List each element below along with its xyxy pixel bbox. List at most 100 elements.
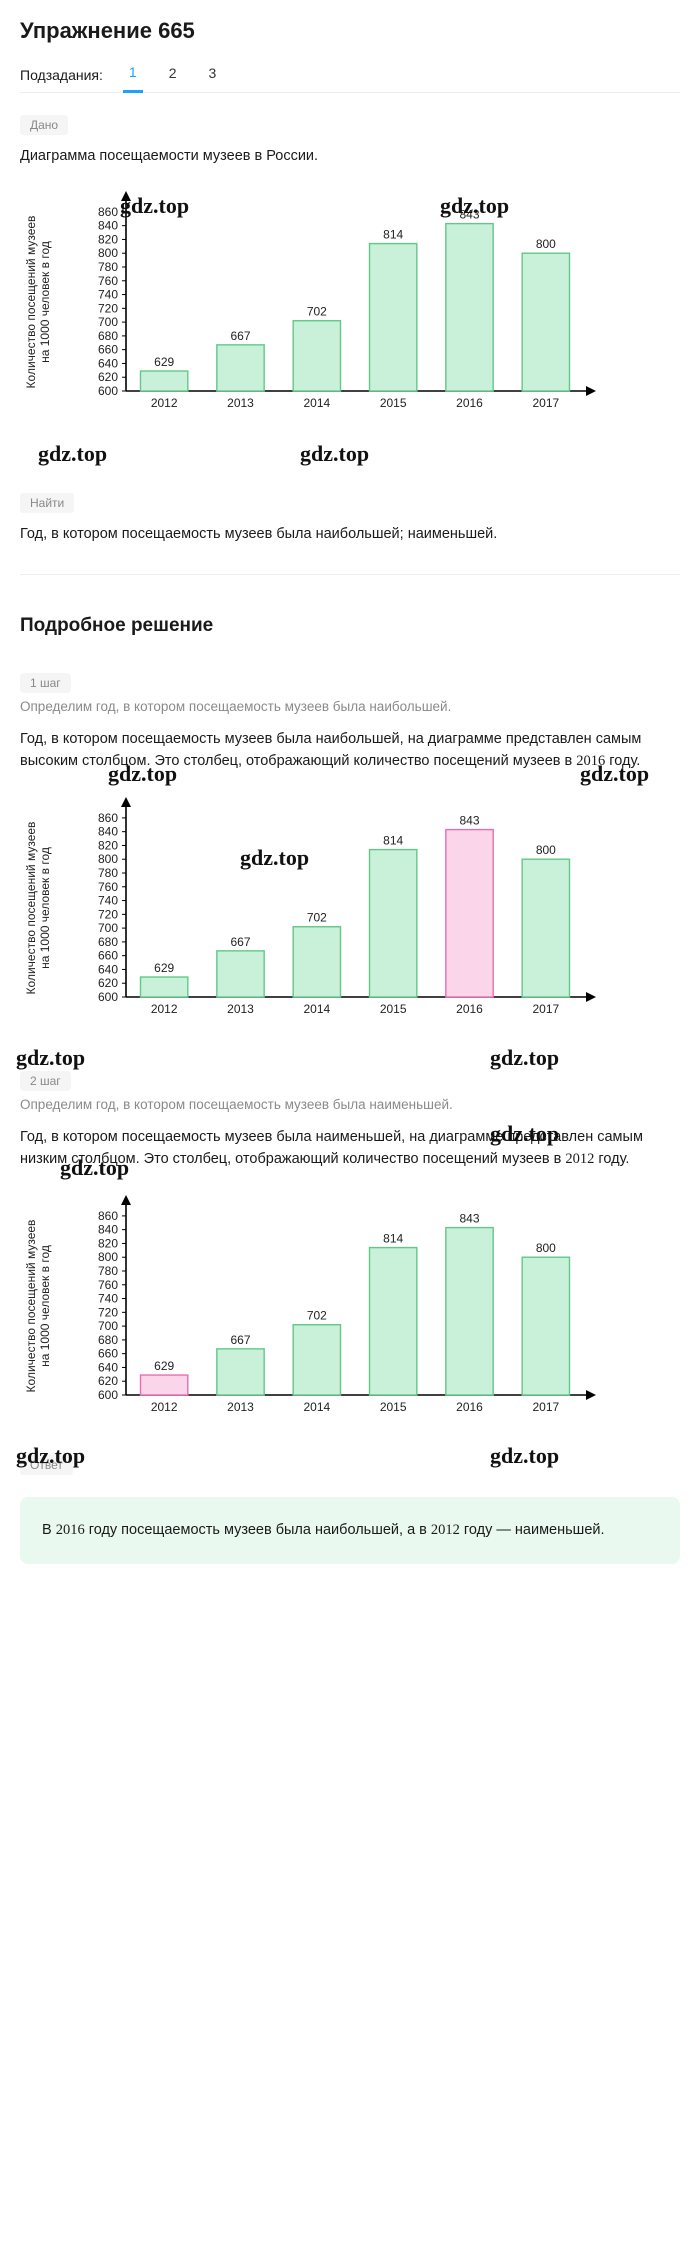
step-2-text: Год, в котором посещаемость музеев была … bbox=[20, 1126, 680, 1171]
svg-text:629: 629 bbox=[154, 355, 174, 369]
svg-text:840: 840 bbox=[98, 219, 118, 233]
svg-text:814: 814 bbox=[383, 833, 403, 847]
tab-3[interactable]: 3 bbox=[203, 59, 223, 91]
svg-text:843: 843 bbox=[459, 813, 479, 827]
svg-text:2015: 2015 bbox=[380, 1400, 407, 1414]
svg-text:800: 800 bbox=[536, 238, 556, 252]
answer-box: В 2016 году посещаемость музеев была наи… bbox=[20, 1497, 680, 1564]
watermark-row: gdz.topgdz.top bbox=[20, 441, 680, 475]
svg-text:2017: 2017 bbox=[532, 1400, 559, 1414]
bar-2016 bbox=[446, 1227, 493, 1394]
svg-text:702: 702 bbox=[307, 1309, 327, 1323]
svg-text:667: 667 bbox=[230, 329, 250, 343]
bar-2012 bbox=[141, 371, 188, 391]
find-badge: Найти bbox=[20, 493, 74, 513]
svg-text:800: 800 bbox=[536, 1241, 556, 1255]
svg-text:740: 740 bbox=[98, 893, 118, 907]
svg-text:780: 780 bbox=[98, 260, 118, 274]
given-badge: Дано bbox=[20, 115, 68, 135]
svg-text:640: 640 bbox=[98, 962, 118, 976]
svg-text:800: 800 bbox=[98, 1250, 118, 1264]
bar-2014 bbox=[293, 321, 340, 391]
svg-text:814: 814 bbox=[383, 1231, 403, 1245]
svg-text:2013: 2013 bbox=[227, 1002, 254, 1016]
svg-text:2016: 2016 bbox=[456, 396, 483, 410]
svg-text:620: 620 bbox=[98, 976, 118, 990]
bar-2014 bbox=[293, 1325, 340, 1395]
bar-2013 bbox=[217, 951, 264, 997]
svg-text:800: 800 bbox=[98, 247, 118, 261]
step-1-badge: 1 шаг bbox=[20, 673, 71, 693]
svg-text:820: 820 bbox=[98, 1236, 118, 1250]
bar-chart-svg: 6006206406606807007207407607808008208408… bbox=[78, 1191, 598, 1421]
svg-text:780: 780 bbox=[98, 866, 118, 880]
svg-text:600: 600 bbox=[98, 1388, 118, 1402]
svg-text:740: 740 bbox=[98, 288, 118, 302]
svg-text:800: 800 bbox=[536, 843, 556, 857]
svg-text:840: 840 bbox=[98, 1222, 118, 1236]
step-2-sub: Определим год, в котором посещаемость му… bbox=[20, 1097, 680, 1112]
svg-text:840: 840 bbox=[98, 825, 118, 839]
solution-title: Подробное решение bbox=[20, 615, 680, 637]
svg-text:600: 600 bbox=[98, 990, 118, 1004]
step-1-text: Год, в котором посещаемость музеев была … bbox=[20, 728, 680, 773]
svg-text:700: 700 bbox=[98, 1319, 118, 1333]
step-1-sub: Определим год, в котором посещаемость му… bbox=[20, 699, 680, 714]
svg-text:620: 620 bbox=[98, 1374, 118, 1388]
svg-text:640: 640 bbox=[98, 1360, 118, 1374]
svg-text:2016: 2016 bbox=[456, 1400, 483, 1414]
svg-text:820: 820 bbox=[98, 838, 118, 852]
svg-text:660: 660 bbox=[98, 1346, 118, 1360]
svg-text:2017: 2017 bbox=[532, 1002, 559, 1016]
svg-text:2014: 2014 bbox=[303, 1002, 330, 1016]
svg-text:2012: 2012 bbox=[151, 396, 178, 410]
svg-text:680: 680 bbox=[98, 1333, 118, 1347]
svg-text:620: 620 bbox=[98, 371, 118, 385]
page-title: Упражнение 665 bbox=[20, 18, 680, 44]
svg-text:760: 760 bbox=[98, 274, 118, 288]
svg-text:600: 600 bbox=[98, 384, 118, 398]
subtasks-label: Подзадания: bbox=[20, 67, 103, 83]
svg-text:680: 680 bbox=[98, 329, 118, 343]
bar-2017 bbox=[522, 254, 569, 392]
svg-text:814: 814 bbox=[383, 228, 403, 242]
tab-2[interactable]: 2 bbox=[163, 59, 183, 91]
bar-2017 bbox=[522, 1257, 569, 1395]
bar-2013 bbox=[217, 345, 264, 391]
tab-1[interactable]: 1 bbox=[123, 58, 143, 93]
svg-text:2017: 2017 bbox=[532, 396, 559, 410]
svg-text:700: 700 bbox=[98, 921, 118, 935]
svg-text:2012: 2012 bbox=[151, 1002, 178, 1016]
chart-1: Количество посещений музеев на 1000 чело… bbox=[20, 187, 680, 417]
svg-text:660: 660 bbox=[98, 343, 118, 357]
bar-2016 bbox=[446, 224, 493, 391]
svg-text:2013: 2013 bbox=[227, 396, 254, 410]
svg-text:2014: 2014 bbox=[303, 1400, 330, 1414]
svg-text:760: 760 bbox=[98, 1278, 118, 1292]
svg-text:843: 843 bbox=[459, 208, 479, 222]
svg-text:860: 860 bbox=[98, 811, 118, 825]
subtasks-bar: Подзадания: 1 2 3 bbox=[20, 58, 680, 93]
svg-text:2012: 2012 bbox=[151, 1400, 178, 1414]
bar-2012 bbox=[141, 1375, 188, 1395]
svg-text:720: 720 bbox=[98, 907, 118, 921]
svg-text:720: 720 bbox=[98, 302, 118, 316]
svg-text:660: 660 bbox=[98, 949, 118, 963]
svg-text:720: 720 bbox=[98, 1305, 118, 1319]
svg-text:702: 702 bbox=[307, 305, 327, 319]
svg-text:760: 760 bbox=[98, 880, 118, 894]
given-text: Диаграмма посещаемости музеев в России. bbox=[20, 145, 680, 167]
svg-text:680: 680 bbox=[98, 935, 118, 949]
svg-text:2013: 2013 bbox=[227, 1400, 254, 1414]
svg-text:2016: 2016 bbox=[456, 1002, 483, 1016]
bar-2014 bbox=[293, 927, 340, 997]
bar-2015 bbox=[370, 849, 417, 996]
chart-3: Количество посещений музеев на 1000 чело… bbox=[20, 1191, 680, 1421]
divider bbox=[20, 574, 680, 575]
svg-text:2015: 2015 bbox=[380, 396, 407, 410]
find-text: Год, в котором посещаемость музеев была … bbox=[20, 523, 680, 545]
svg-text:740: 740 bbox=[98, 1291, 118, 1305]
svg-text:667: 667 bbox=[230, 935, 250, 949]
y-axis-label: Количество посещений музеев на 1000 чело… bbox=[24, 192, 52, 412]
bar-2017 bbox=[522, 859, 569, 997]
